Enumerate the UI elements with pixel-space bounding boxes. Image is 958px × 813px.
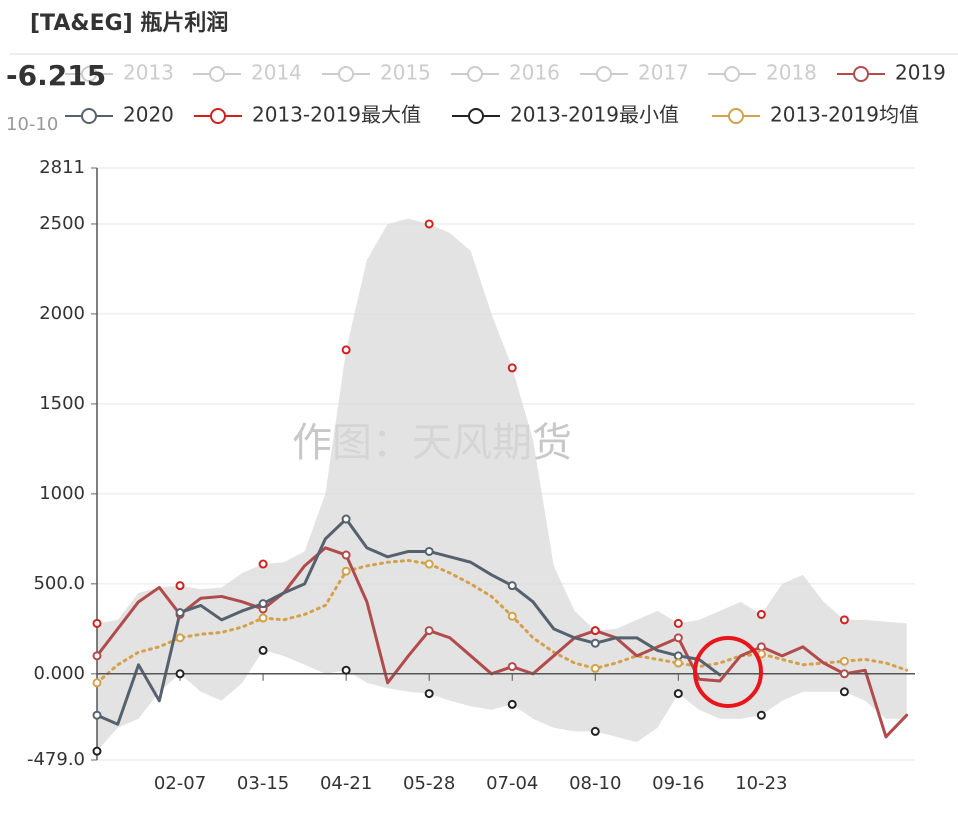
marker [258,645,268,655]
marker [92,746,102,756]
marker [424,546,434,556]
legend-label: 2020 [123,103,174,127]
plot: 作图：天风期货28112500200015001000500.00.000-47… [27,157,915,794]
marker [92,618,102,628]
marker [507,699,517,709]
y-tick-label: -479.0 [27,749,85,770]
y-tick-label: 0.000 [33,663,85,684]
y-tick-label: 2500 [39,213,85,234]
marker [175,608,185,618]
marker [424,219,434,229]
range-band [97,218,907,752]
marker [341,514,351,524]
x-tick-label: 07-04 [486,773,538,794]
marker [175,669,185,679]
highlight-circle [693,636,763,708]
y-tick-label: 1500 [39,393,85,414]
x-tick-label: 04-21 [320,773,372,794]
legend-marker [724,66,740,82]
x-tick-label: 02-07 [154,773,206,794]
marker [673,689,683,699]
x-tick-label: 10-23 [735,773,787,794]
series-line [95,517,722,726]
legend-label: 2013-2019最大值 [252,103,421,127]
marker [673,658,683,668]
legend-label: 2017 [638,61,689,85]
x-tick-label: 05-28 [403,773,455,794]
legend-marker [338,66,354,82]
y-tick-label: 2811 [39,157,85,178]
marker [839,615,849,625]
marker [590,626,600,636]
legend: 2013 2014 2015 2016 2017 2018 2019 2020 2013-201… [65,61,946,127]
marker [92,710,102,720]
marker [258,599,268,609]
marker [590,663,600,673]
marker [92,651,102,661]
series-line [95,546,909,739]
y-tick-label: 1000 [39,483,85,504]
y-tick-label: 2000 [39,303,85,324]
marker [839,687,849,697]
legend-marker [81,66,97,82]
legend-label: 2019 [895,61,946,85]
legend-label: 2013-2019最小值 [510,103,679,127]
marker [673,651,683,661]
marker [756,710,766,720]
x-tick-label: 09-16 [652,773,704,794]
legend-label: 2013-2019均值 [770,103,919,127]
legend-label: 2016 [509,61,560,85]
marker [756,642,766,652]
legend-marker [81,108,97,124]
legend-label: 2018 [766,61,817,85]
marker [839,669,849,679]
series-line [95,558,909,685]
marker [673,618,683,628]
legend-marker [467,66,483,82]
marker [258,613,268,623]
legend-label: 2013 [123,61,174,85]
marker [341,665,351,675]
marker [507,662,517,672]
marker [507,363,517,373]
legend-marker [210,108,226,124]
marker [507,581,517,591]
marker [756,609,766,619]
legend-marker [468,108,484,124]
chart-title: [TA&EG] 瓶片利润 [30,10,228,36]
marker [839,656,849,666]
current-value: -6.215 [6,59,106,92]
marker [590,726,600,736]
marker [590,638,600,648]
legend-label: 2015 [380,61,431,85]
legend-marker [853,66,869,82]
marker [673,633,683,643]
y-tick-label: 500.0 [33,573,85,594]
marker [341,566,351,576]
marker [424,559,434,569]
current-date: 10-10 [6,114,58,135]
legend-marker [209,66,225,82]
marker [424,626,434,636]
legend-label: 2014 [251,61,302,85]
x-tick-label: 08-10 [569,773,621,794]
marker [92,678,102,688]
marker [258,559,268,569]
marker [424,689,434,699]
marker [175,633,185,643]
marker [507,611,517,621]
marker [341,345,351,355]
legend-marker [728,108,744,124]
marker [175,581,185,591]
marker [341,550,351,560]
x-tick-label: 03-15 [237,773,289,794]
legend-marker [596,66,612,82]
